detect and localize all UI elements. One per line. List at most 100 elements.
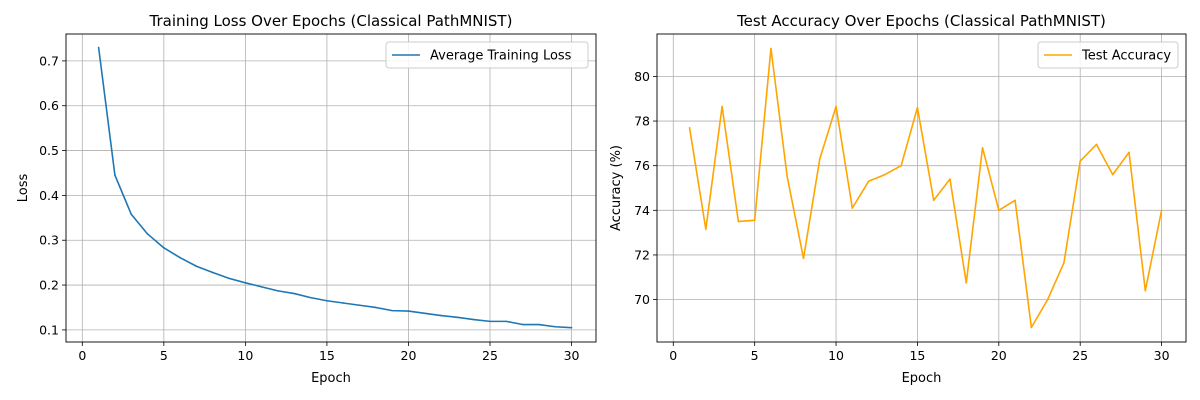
chart2-y-tick-label: 76 xyxy=(634,158,650,173)
chart1-y-tick-label: 0.6 xyxy=(39,98,59,113)
chart2-x-tick-label: 10 xyxy=(828,348,844,363)
chart2-data-point xyxy=(818,158,821,160)
chart2-data-point xyxy=(1095,143,1098,146)
chart1-x-tick-label: 30 xyxy=(564,348,580,363)
chart1-x-axis-label: Epoch xyxy=(311,371,351,386)
chart2-data-point xyxy=(1030,326,1033,329)
chart1-y-tick-label: 0.1 xyxy=(39,322,59,337)
chart2-data-point xyxy=(1111,173,1114,176)
chart2-data-point xyxy=(802,257,805,260)
chart2-data-point xyxy=(721,105,723,108)
chart1-data-point xyxy=(114,174,116,177)
chart2-data-point xyxy=(851,207,854,209)
chart2-data-point xyxy=(916,106,919,109)
chart1: 0 5 10 15 20 25 30 0.1 0.2 0.3 0.4 0.5 0.6 0.7 Trainin… xyxy=(16,12,597,386)
chart1-data-point xyxy=(260,286,263,288)
chart1-series-line xyxy=(97,47,572,329)
chart2-data-point xyxy=(998,209,1000,212)
chart1-data-point xyxy=(358,304,361,307)
chart2-y-axis-label: Accuracy (%) xyxy=(609,145,624,231)
chart1-x-tick-label: 20 xyxy=(401,348,417,363)
chart2-data-point xyxy=(1063,261,1065,264)
chart2-data-point xyxy=(884,173,886,176)
chart1-x-tick-label: 5 xyxy=(160,348,168,363)
chart2-data-point xyxy=(949,178,951,180)
chart1-x-tick-label: 0 xyxy=(78,348,86,363)
chart2-y-tick-label: 70 xyxy=(634,292,650,307)
chart1-data-point xyxy=(521,323,524,326)
chart1-data-point xyxy=(505,320,508,323)
chart2-legend-box xyxy=(1037,41,1179,69)
chart2-y-tick-label: 78 xyxy=(634,114,650,129)
chart2-title: Test Accuracy Over Epochs (Classical Pat… xyxy=(736,12,1106,30)
chart1-x-tick-label: 15 xyxy=(319,348,335,363)
chart1-data-point xyxy=(342,302,345,304)
chart1-data-point xyxy=(407,310,410,312)
chart2-data-point xyxy=(786,176,789,178)
chart1-data-point xyxy=(423,312,426,315)
chart2: 0 5 10 15 20 25 30 70 72 74 76 78 80 Test Accuracy Ov… xyxy=(609,12,1187,386)
chart2-legend-label: Test Accuracy xyxy=(1081,49,1171,64)
chart2-data-point xyxy=(753,219,756,222)
chart1-data-point xyxy=(130,213,133,216)
chart2-data-point xyxy=(965,282,968,284)
chart1-data-point xyxy=(195,265,198,268)
chart1-data-point xyxy=(211,271,214,274)
chart2-data-point xyxy=(835,105,837,108)
chart2-y-tick-label: 74 xyxy=(634,203,650,218)
chart1-legend: Average Training Loss xyxy=(385,41,589,69)
chart1-data-point xyxy=(391,309,393,312)
chart2-data-point xyxy=(932,199,935,202)
chart1-data-point xyxy=(538,323,540,326)
chart2-axes-frame xyxy=(656,33,1187,343)
chart2-data-point xyxy=(1014,199,1016,202)
chart2-y-tick-label: 80 xyxy=(634,69,650,84)
chart2-data-point xyxy=(1144,289,1147,292)
chart1-data-point xyxy=(163,247,165,249)
chart1-axes-frame xyxy=(65,33,597,343)
chart1-data-point xyxy=(375,306,377,309)
chart1-y-tick-label: 0.5 xyxy=(39,143,59,158)
chart1-legend-box xyxy=(385,41,589,69)
chart2-x-tick-label: 5 xyxy=(751,348,759,363)
chart2-data-point xyxy=(867,180,870,183)
chart1-y-axis-label: Loss xyxy=(16,174,31,203)
chart1-data-point xyxy=(277,290,279,292)
chart1-y-tick-label: 0.4 xyxy=(39,188,59,203)
chart2-x-axis-label: Epoch xyxy=(902,371,942,386)
chart1-data-point xyxy=(179,256,181,259)
chart1-y-tick-label: 0.7 xyxy=(39,53,59,68)
chart2-x-tick-label: 15 xyxy=(909,348,925,363)
chart1-data-point xyxy=(440,314,442,317)
chart1-data-point xyxy=(146,233,149,235)
chart1-y-tick-label: 0.3 xyxy=(39,233,59,248)
chart2-y-tick-label: 72 xyxy=(634,247,650,262)
chart1-legend-label: Average Training Loss xyxy=(430,49,572,64)
chart1-title: Training Loss Over Epochs (Classical Pat… xyxy=(149,12,513,30)
chart2-x-tick-label: 0 xyxy=(669,348,677,363)
chart2-data-point xyxy=(688,126,691,129)
chart1-data-point xyxy=(228,277,230,280)
chart2-data-point xyxy=(737,220,740,223)
chart1-data-point xyxy=(326,299,328,302)
chart2-data-point xyxy=(770,47,772,50)
chart2-data-point xyxy=(1079,160,1081,163)
chart1-y-tick-label: 0.2 xyxy=(39,278,59,293)
chart2-data-point xyxy=(1160,209,1163,212)
chart2-x-tick-label: 25 xyxy=(1072,348,1088,363)
chart1-data-point xyxy=(97,46,100,49)
chart2-data-point xyxy=(1128,151,1130,154)
chart1-data-point xyxy=(456,316,459,319)
chart1-data-point xyxy=(472,318,475,321)
chart1-data-point xyxy=(309,296,312,299)
chart2-legend: Test Accuracy xyxy=(1037,41,1179,69)
chart1-data-point xyxy=(293,292,296,295)
chart2-data-point xyxy=(705,228,707,231)
chart1-data-point xyxy=(554,325,557,328)
chart2-x-tick-label: 20 xyxy=(991,348,1007,363)
chart1-data-point xyxy=(489,320,491,323)
chart2-x-tick-label: 30 xyxy=(1154,348,1170,363)
chart1-data-point xyxy=(570,326,573,329)
chart2-data-point xyxy=(1046,298,1049,301)
